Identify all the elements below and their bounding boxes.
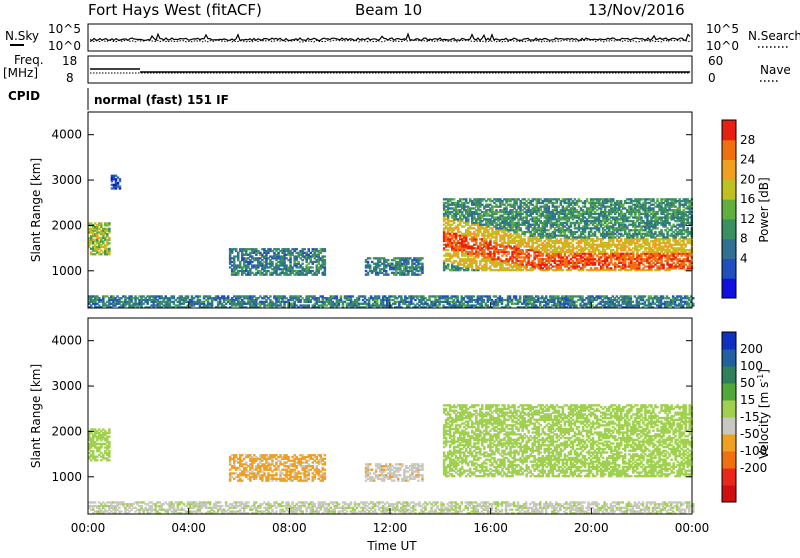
heatmap-cell <box>301 263 304 265</box>
heatmap-cell <box>367 261 370 263</box>
heatmap-cell <box>100 222 103 224</box>
heatmap-cell <box>269 295 272 297</box>
nsky-tick-bottom: 10^0 <box>48 39 81 53</box>
freq-panel <box>88 56 692 83</box>
heatmap-cell <box>324 248 327 250</box>
nsearch-tick-bottom: 10^0 <box>706 39 739 53</box>
heatmap-cell <box>295 248 298 250</box>
heatmap-cell <box>507 251 510 253</box>
heatmap-cell <box>369 264 372 266</box>
heatmap-cell <box>108 222 111 224</box>
heatmap-cell <box>519 227 522 229</box>
heatmap-cell <box>453 198 456 200</box>
beam-title: Beam 10 <box>355 1 422 19</box>
nave-tick-top: 60 <box>708 54 723 68</box>
heatmap-cell <box>652 198 655 200</box>
heatmap-cell <box>187 295 190 297</box>
freq-tick-top: 18 <box>62 54 77 68</box>
heatmap-cell <box>324 255 327 257</box>
heatmap-cell <box>529 255 532 257</box>
heatmap-cell <box>421 263 424 265</box>
heatmap-cell <box>271 261 274 263</box>
heatmap-cell <box>656 198 659 200</box>
heatmap-cell <box>303 248 306 250</box>
heatmap-cell <box>523 238 526 240</box>
heatmap-cell <box>668 222 671 224</box>
heatmap-cell <box>662 264 665 266</box>
heatmap-cell <box>687 227 690 229</box>
heatmap-cell <box>586 198 589 200</box>
heatmap-cell <box>660 229 663 231</box>
heatmap-cell <box>620 238 623 240</box>
heatmap-cell <box>308 248 311 250</box>
freq-tick-bottom: 8 <box>66 71 74 85</box>
heatmap-cell <box>662 233 665 235</box>
nave-label: Nave <box>760 63 791 77</box>
heatmap-cell <box>447 249 450 251</box>
heatmap-cell <box>369 257 372 259</box>
heatmap-cell <box>668 238 671 240</box>
heatmap-cell <box>572 244 575 246</box>
heatmap-cell <box>387 259 390 261</box>
heatmap-cell <box>656 227 659 229</box>
cpid-text: normal (fast) 151 IF <box>94 93 229 107</box>
freq-label: Freq. <box>14 53 44 67</box>
heatmap-cell <box>235 248 238 250</box>
nave-tick-bottom: 0 <box>708 71 716 85</box>
heatmap-cell <box>108 248 111 250</box>
heatmap-cell <box>646 238 649 240</box>
heatmap-cell <box>119 186 122 188</box>
heatmap-cell <box>475 260 478 262</box>
station-title: Fort Hays West (fitACF) <box>88 1 262 19</box>
heatmap-cell <box>467 242 470 244</box>
heatmap-cell <box>465 198 468 200</box>
heatmap-cell <box>612 198 615 200</box>
heatmap-cell <box>620 200 623 202</box>
nsky-panel <box>88 24 692 51</box>
heatmap-cell <box>560 238 563 240</box>
date-title: 13/Nov/2016 <box>588 1 685 19</box>
freq-unit: [MHz] <box>3 66 38 80</box>
heatmap-cell <box>654 231 657 233</box>
heatmap-cell <box>199 295 202 297</box>
heatmap-cell <box>421 257 424 259</box>
nsearch-label: N.Search <box>748 29 800 43</box>
heatmap-cell <box>312 266 315 268</box>
heatmap-cell <box>108 228 111 230</box>
heatmap-cell <box>173 295 176 297</box>
heatmap-cell <box>108 237 111 239</box>
heatmap-cell <box>387 274 390 276</box>
heatmap-cell <box>447 264 450 266</box>
heatmap-cell <box>227 295 230 297</box>
cpid-label: CPID <box>8 89 40 103</box>
nsearch-tick-top: 10^5 <box>706 22 739 36</box>
heatmap-cell <box>108 242 111 244</box>
heatmap-cell <box>385 270 388 272</box>
nsky-label: N.Sky <box>5 29 39 43</box>
heatmap-cell <box>324 259 327 261</box>
nsky-tick-top: 10^5 <box>48 22 81 36</box>
heatmap-cell <box>308 304 311 306</box>
power-heatmap <box>88 175 695 309</box>
heatmap-cell <box>640 216 643 218</box>
heatmap-cell <box>562 269 565 271</box>
heatmap-cell <box>119 178 122 180</box>
heatmap-cell <box>521 249 524 251</box>
heatmap-cell <box>297 261 300 263</box>
heatmap-cell <box>548 206 551 208</box>
